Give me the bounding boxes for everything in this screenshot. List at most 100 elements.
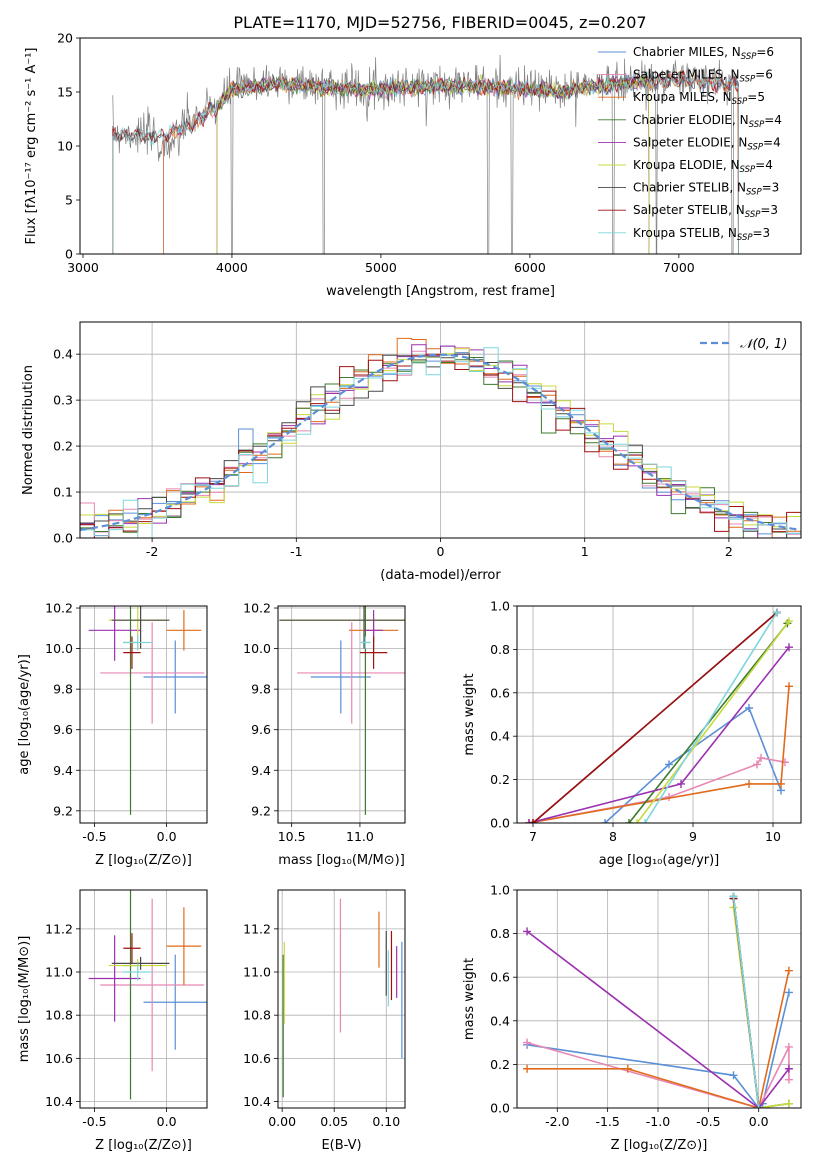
legend-label: Kroupa STELIB, NSSP=3 xyxy=(633,226,770,243)
x-tick-label: -1 xyxy=(290,544,302,559)
error-bar-point xyxy=(166,610,202,651)
weight-marker xyxy=(623,1064,632,1073)
y-tick-label: 0.3 xyxy=(53,393,73,408)
x-axis-label: Z [log₁₀(Z/Z⊙)] xyxy=(611,1138,708,1153)
axes-age_vs_mass: 10.5 11.0 9.2 9.4 9.6 9.8 10.0 10.2 mass [log₁₀(… xyxy=(243,601,405,868)
error-bar-point xyxy=(111,956,170,970)
y-tick-label: 1.0 xyxy=(490,599,510,614)
weight-marker xyxy=(784,1075,793,1084)
weight-line xyxy=(732,896,790,1108)
y-tick-label: 0.2 xyxy=(53,439,73,454)
weight-marker xyxy=(601,819,609,823)
x-axis-label: (data-model)/error xyxy=(380,568,501,583)
plot-frame xyxy=(79,37,802,255)
y-tick-label: 0.4 xyxy=(53,347,73,362)
plot-frame xyxy=(277,889,406,1109)
y-tick-label: 11.2 xyxy=(45,921,73,936)
y-tick-label: 9.8 xyxy=(53,682,73,697)
y-tick-label: 0.0 xyxy=(490,1101,510,1116)
y-tick-label: 10.8 xyxy=(45,1008,73,1023)
weight-marker xyxy=(529,819,537,823)
x-tick-label: 3000 xyxy=(67,260,99,275)
x-axis-label: age [log₁₀(age/yr)] xyxy=(599,853,720,868)
y-tick-label: 0 xyxy=(65,247,73,262)
y-tick-label: 10 xyxy=(57,139,73,154)
figure-title: PLATE=1170, MJD=52756, FIBERID=0045, z=0… xyxy=(233,13,646,32)
y-tick-label: 0.2 xyxy=(490,772,510,787)
legend-label: Salpeter MILES, NSSP=6 xyxy=(633,68,773,85)
weight-marker xyxy=(785,682,793,691)
weight-marker xyxy=(757,753,765,762)
weight-line xyxy=(636,620,790,823)
weight-line xyxy=(526,992,790,1108)
x-tick-label: 2 xyxy=(725,544,733,559)
y-tick-label: 0.4 xyxy=(490,729,510,744)
y-tick-label: 9.6 xyxy=(53,722,73,737)
error-bar-point xyxy=(100,622,205,724)
plot-frame xyxy=(79,321,802,539)
weight-marker xyxy=(753,760,761,769)
y-tick-label: 10.0 xyxy=(243,641,271,656)
x-tick-label: -0.5 xyxy=(696,1114,720,1129)
x-tick-label: 7 xyxy=(529,829,537,844)
weight-line xyxy=(528,686,790,823)
error-bar-point xyxy=(143,954,207,1050)
y-axis-label: mass weight xyxy=(462,958,477,1040)
legend-label: Chabrier MILES, NSSP=6 xyxy=(633,45,774,62)
error-bar-point xyxy=(111,606,170,649)
y-axis-label: age [log₁₀(age/yr)] xyxy=(17,654,32,775)
x-tick-label: 11.0 xyxy=(346,829,374,844)
error-bar-point xyxy=(123,933,141,964)
error-bar-point xyxy=(297,622,405,724)
y-axis-label: Normed distribution xyxy=(21,365,36,495)
y-tick-label: 10.6 xyxy=(45,1051,73,1066)
y-tick-label: 10.4 xyxy=(243,1094,271,1109)
plot-frame xyxy=(79,889,208,1109)
x-tick-label: 0.0 xyxy=(157,1114,177,1129)
x-axis-label: Z [log₁₀(Z/Z⊙)] xyxy=(95,1138,192,1153)
y-tick-label: 9.6 xyxy=(251,722,271,737)
y-tick-label: 15 xyxy=(57,85,73,100)
y-tick-label: 10.0 xyxy=(45,641,73,656)
x-tick-label: 10 xyxy=(765,829,781,844)
plot-frame xyxy=(516,605,802,824)
x-tick-label: 7000 xyxy=(663,260,695,275)
y-tick-label: 0.1 xyxy=(53,485,73,500)
x-tick-label: 1 xyxy=(581,544,589,559)
axes-residuals: -2 -1 0 1 2 0.0 0.1 0.2 0.3 0.4 (data-model)/error… xyxy=(21,322,801,583)
legend-label: Kroupa MILES, NSSP=5 xyxy=(633,90,765,107)
axes-weight_vs_age: 7 8 9 10 0.0 0.2 0.4 0.6 0.8 1.0 age [log₁₀(age/yr… xyxy=(462,599,801,868)
error-bar-point xyxy=(310,640,371,714)
spectrum-model-line xyxy=(112,71,739,254)
y-tick-label: 10.4 xyxy=(45,1094,73,1109)
x-axis-label: Z [log₁₀(Z/Z⊙)] xyxy=(95,853,192,868)
weight-marker xyxy=(785,617,793,626)
weight-marker xyxy=(729,1071,738,1080)
weight-marker xyxy=(633,819,641,823)
weight-marker xyxy=(523,927,532,936)
error-bar-point xyxy=(88,606,141,661)
weight-marker xyxy=(784,966,793,975)
y-axis-label: Flux [fλ10⁻¹⁷ erg cm⁻² s⁻¹ A⁻¹] xyxy=(24,48,39,245)
axes-mass_vs_ebv: 0.00 0.05 0.10 10.4 10.6 10.8 11.0 11.2 E(B-V) xyxy=(243,890,405,1153)
weight-marker xyxy=(745,703,753,712)
weight-marker xyxy=(754,1104,763,1108)
x-tick-label: 9 xyxy=(689,829,697,844)
weight-line xyxy=(532,611,778,823)
weight-marker xyxy=(777,779,785,788)
axes-spectrum: 3000 4000 5000 6000 7000 0 5 10 15 20 wavelength [… xyxy=(24,31,782,300)
spectrum-legend: Chabrier MILES, NSSP=6 Salpeter MILES, NS… xyxy=(598,45,782,243)
error-bar-point xyxy=(100,898,205,1072)
y-tick-label: 0.8 xyxy=(490,642,510,657)
legend-label: Salpeter STELIB, NSSP=3 xyxy=(633,203,778,220)
y-tick-label: 0.6 xyxy=(490,685,510,700)
weight-marker xyxy=(784,1099,793,1108)
y-tick-label: 0.0 xyxy=(53,531,73,546)
x-tick-label: 4000 xyxy=(216,260,248,275)
x-tick-label: -2 xyxy=(146,544,158,559)
plot-frame xyxy=(277,605,406,824)
weight-line xyxy=(604,706,782,823)
y-tick-label: 0.6 xyxy=(490,970,510,985)
error-bar-point xyxy=(143,640,207,714)
